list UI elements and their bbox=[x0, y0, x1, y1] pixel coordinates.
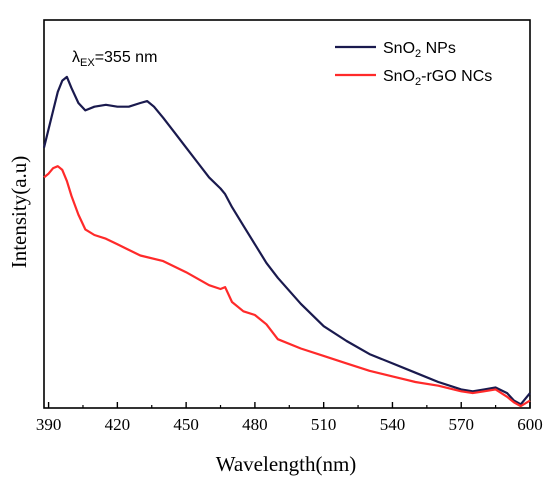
x-tick-label: 600 bbox=[517, 415, 543, 434]
plot-area bbox=[42, 19, 531, 409]
x-tick-label: 450 bbox=[173, 415, 199, 434]
x-tick-label: 420 bbox=[105, 415, 131, 434]
excitation-wavelength-annotation: λEX=355 nm bbox=[72, 49, 157, 69]
x-tick-label: 540 bbox=[380, 415, 406, 434]
x-tick-label: 510 bbox=[311, 415, 337, 434]
x-axis-ticks: 390 420 450 480 510 540 570 600 bbox=[36, 402, 543, 434]
x-tick-label: 570 bbox=[448, 415, 474, 434]
plot-frame bbox=[43, 19, 531, 409]
x-tick-label: 480 bbox=[242, 415, 268, 434]
series-line-1 bbox=[42, 75, 531, 406]
y-axis-title: Intensity(a.u) bbox=[7, 156, 31, 269]
x-axis-title: Wavelength(nm) bbox=[216, 452, 357, 476]
legend: SnO2 NPs SnO2-rGO NCs bbox=[335, 40, 492, 88]
legend-label-2: SnO2-rGO NCs bbox=[383, 68, 492, 88]
x-tick-label: 390 bbox=[36, 415, 62, 434]
series-line-2 bbox=[43, 165, 531, 408]
legend-label-1: SnO2 NPs bbox=[383, 40, 456, 60]
